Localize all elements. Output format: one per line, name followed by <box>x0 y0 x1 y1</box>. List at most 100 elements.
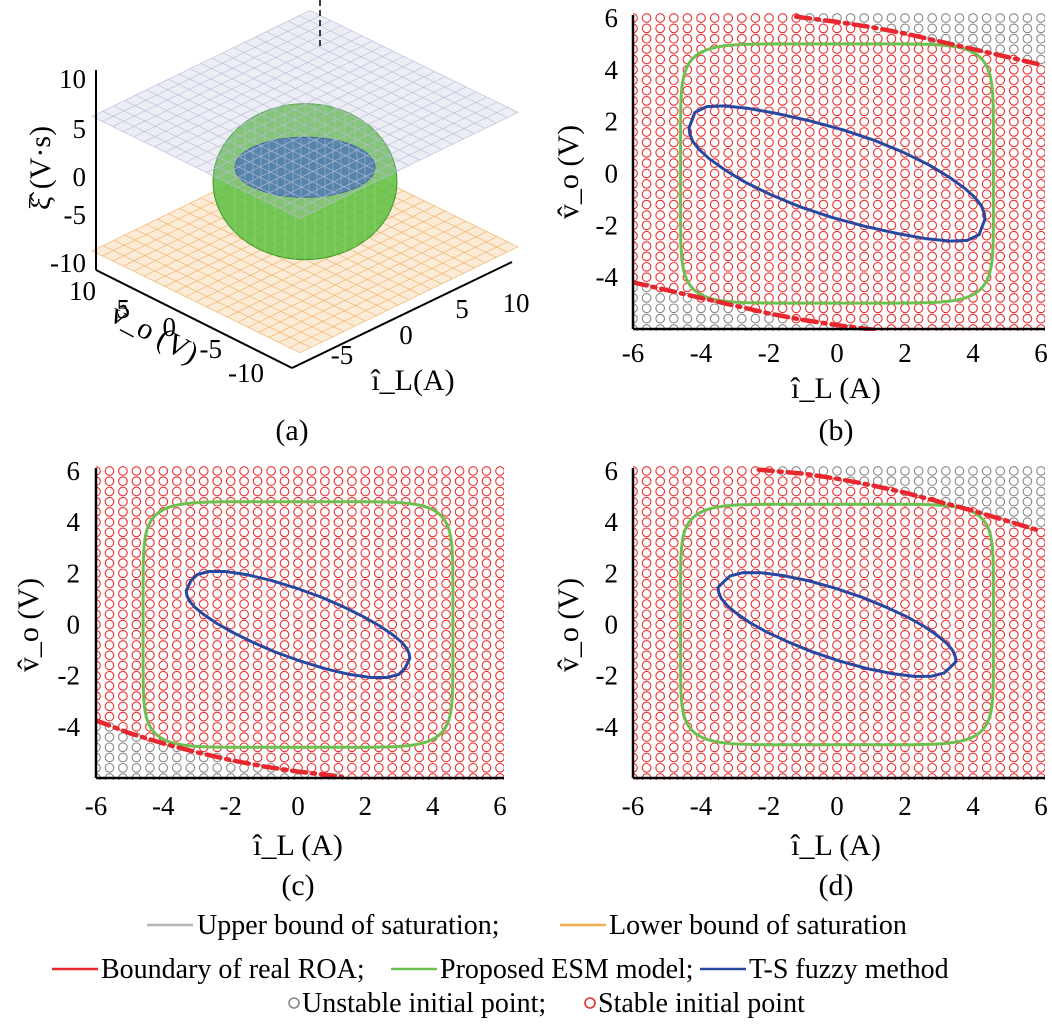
stable-initial-point <box>777 537 788 548</box>
stable-initial-point <box>777 476 788 487</box>
stable-initial-point <box>1022 527 1033 538</box>
stable-initial-point <box>777 147 788 158</box>
stable-initial-point <box>414 558 425 568</box>
stable-initial-point <box>886 558 897 568</box>
stable-initial-point <box>791 293 802 303</box>
unstable-initial-point <box>900 466 910 476</box>
stable-initial-point <box>641 466 652 476</box>
stable-initial-point <box>696 23 706 34</box>
stable-initial-point <box>1022 85 1033 96</box>
stable-initial-point <box>750 527 761 538</box>
stable-initial-point <box>954 241 965 251</box>
stable-initial-point <box>655 742 666 753</box>
stable-initial-point <box>804 732 815 742</box>
stable-initial-point <box>347 507 357 517</box>
stable-initial-point <box>845 568 856 579</box>
stable-initial-point <box>96 496 101 507</box>
stable-initial-point <box>995 189 1006 200</box>
stable-initial-point <box>1022 75 1033 86</box>
stable-initial-point <box>995 293 1006 303</box>
stable-initial-point <box>481 732 492 742</box>
stable-initial-point <box>723 721 734 732</box>
stable-initial-point <box>118 466 128 476</box>
stable-initial-point <box>845 742 856 753</box>
stable-initial-point <box>306 476 317 487</box>
stable-initial-point <box>954 721 965 732</box>
stable-initial-point <box>252 486 263 497</box>
stable-initial-point <box>1022 732 1033 742</box>
stable-initial-point <box>940 199 951 210</box>
stable-initial-point <box>818 54 829 65</box>
stable-initial-point <box>927 189 938 200</box>
legend-ts-label: T-S fuzzy method <box>749 954 949 985</box>
stable-initial-point <box>655 158 666 168</box>
stable-initial-point <box>668 578 679 589</box>
stable-initial-point <box>1008 640 1019 650</box>
stable-initial-point <box>750 721 761 732</box>
stable-initial-point <box>266 466 276 476</box>
stable-initial-point <box>1008 158 1019 168</box>
stable-initial-point <box>954 158 965 168</box>
upper-saturation-plane-mesh <box>175 50 394 158</box>
stable-initial-point <box>995 127 1006 137</box>
stable-initial-point <box>845 241 856 251</box>
stable-initial-point <box>968 220 978 231</box>
stable-initial-point <box>818 681 829 691</box>
stable-initial-point <box>454 691 465 701</box>
stable-initial-point <box>859 303 870 314</box>
stable-initial-point <box>750 13 761 23</box>
unstable-initial-point <box>832 466 842 476</box>
stable-initial-point <box>668 85 679 96</box>
unstable-initial-point <box>872 13 883 23</box>
stable-initial-point <box>764 742 774 753</box>
stable-initial-point <box>750 558 761 568</box>
stable-initial-point <box>791 527 802 538</box>
stable-initial-point <box>791 732 802 742</box>
stable-initial-point <box>239 588 249 599</box>
stable-initial-point <box>96 476 101 487</box>
stable-initial-point <box>777 721 788 732</box>
stable-initial-point <box>804 261 815 272</box>
stable-initial-point <box>696 137 706 148</box>
stable-initial-point <box>818 486 829 497</box>
a-ylabel: v̂_o (V) <box>105 297 204 370</box>
stable-initial-point <box>736 241 747 251</box>
stable-initial-point <box>777 701 788 712</box>
stable-initial-point <box>320 701 330 712</box>
stable-initial-point <box>981 752 992 763</box>
stable-initial-point <box>441 732 451 742</box>
stable-initial-point <box>709 179 720 189</box>
stable-initial-point <box>927 660 938 671</box>
stable-initial-point <box>804 711 815 722</box>
d-xlabel: î_L (A) <box>790 829 881 862</box>
stable-initial-point <box>347 527 357 538</box>
stable-initial-point <box>872 85 883 96</box>
stable-initial-point <box>481 578 492 589</box>
stable-initial-point <box>832 558 842 568</box>
stable-initial-point <box>777 33 788 44</box>
stable-initial-point <box>764 721 774 732</box>
stable-initial-point <box>777 578 788 589</box>
stable-initial-point <box>495 762 504 773</box>
stable-initial-point <box>927 752 938 763</box>
stable-initial-point <box>791 137 802 148</box>
stable-initial-point <box>1022 147 1033 158</box>
stable-initial-point <box>441 701 451 712</box>
stable-initial-point <box>791 272 802 283</box>
stable-initial-point <box>239 537 249 548</box>
unstable-initial-point <box>981 476 992 487</box>
unstable-initial-point <box>913 486 924 497</box>
stable-initial-point <box>131 599 142 609</box>
stable-initial-point <box>886 752 897 763</box>
stable-initial-point <box>1022 568 1033 579</box>
stable-initial-point <box>750 96 761 106</box>
stable-initial-point <box>225 701 236 712</box>
stable-initial-point <box>212 609 223 620</box>
stable-initial-point <box>818 588 829 599</box>
stable-initial-point <box>696 711 706 722</box>
stable-initial-point <box>791 721 802 732</box>
stable-initial-point <box>682 241 693 251</box>
stable-initial-point <box>427 619 438 630</box>
a-caption: (a) <box>275 414 308 447</box>
stable-initial-point <box>252 691 263 701</box>
